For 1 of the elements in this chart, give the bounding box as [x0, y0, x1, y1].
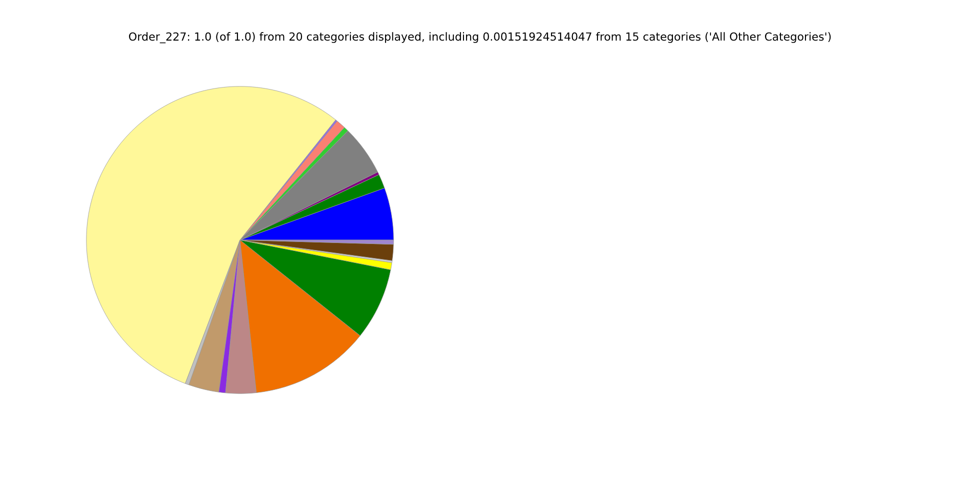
- text: Order_227: 1.0 (of 1.0) from 20 categories displayed, including 0.00151924514047 from 15 categories ('All Other Categories'): [128, 32, 831, 44]
